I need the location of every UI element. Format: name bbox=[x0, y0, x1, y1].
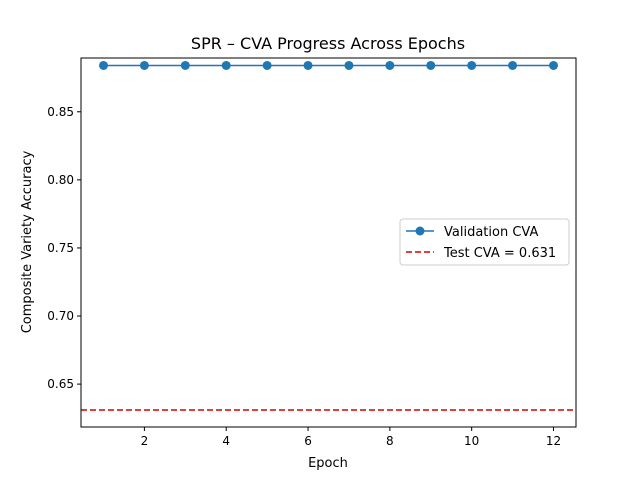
x-tick-label-4: 4 bbox=[222, 434, 230, 448]
validation-point-6 bbox=[303, 60, 313, 70]
x-tick-label-2: 2 bbox=[141, 434, 149, 448]
validation-point-12 bbox=[549, 60, 558, 70]
y-tick-label-0.70: 0.70 bbox=[47, 309, 74, 323]
y-tick-label-0.75: 0.75 bbox=[47, 241, 74, 255]
y-axis-label: Composite Variety Accuracy bbox=[20, 150, 35, 333]
legend: Validation CVA Test CVA = 0.631 bbox=[399, 218, 570, 266]
x-axis: 2 4 6 8 10 12 bbox=[141, 427, 561, 448]
plot-frame bbox=[80, 57, 577, 428]
validation-point-8 bbox=[385, 60, 395, 70]
validation-point-7 bbox=[344, 60, 354, 70]
y-axis: 0.65 0.70 0.75 0.80 0.85 bbox=[47, 105, 81, 391]
legend-label-test: Test CVA = 0.631 bbox=[443, 246, 556, 261]
x-tick-label-6: 6 bbox=[304, 434, 312, 448]
y-tick-label-0.80: 0.80 bbox=[47, 173, 74, 187]
validation-point-11 bbox=[508, 60, 518, 70]
legend-box bbox=[399, 218, 570, 266]
x-tick-label-12: 12 bbox=[546, 434, 561, 448]
y-tick-label-0.65: 0.65 bbox=[47, 377, 74, 391]
y-tick-label-0.85: 0.85 bbox=[47, 105, 74, 119]
x-tick-label-10: 10 bbox=[464, 434, 479, 448]
validation-point-5 bbox=[262, 60, 272, 70]
validation-point-4 bbox=[221, 60, 231, 70]
validation-point-9 bbox=[426, 60, 436, 70]
legend-marker-validation bbox=[415, 226, 425, 236]
x-tick-label-8: 8 bbox=[386, 434, 394, 448]
validation-point-10 bbox=[467, 60, 477, 70]
legend-label-validation: Validation CVA bbox=[444, 225, 538, 240]
validation-point-1 bbox=[99, 60, 108, 70]
x-axis-label: Epoch bbox=[308, 456, 348, 471]
chart-title: SPR – CVA Progress Across Epochs bbox=[191, 34, 465, 53]
validation-point-3 bbox=[180, 60, 190, 70]
plot-area bbox=[81, 60, 576, 411]
validation-point-2 bbox=[139, 60, 149, 70]
